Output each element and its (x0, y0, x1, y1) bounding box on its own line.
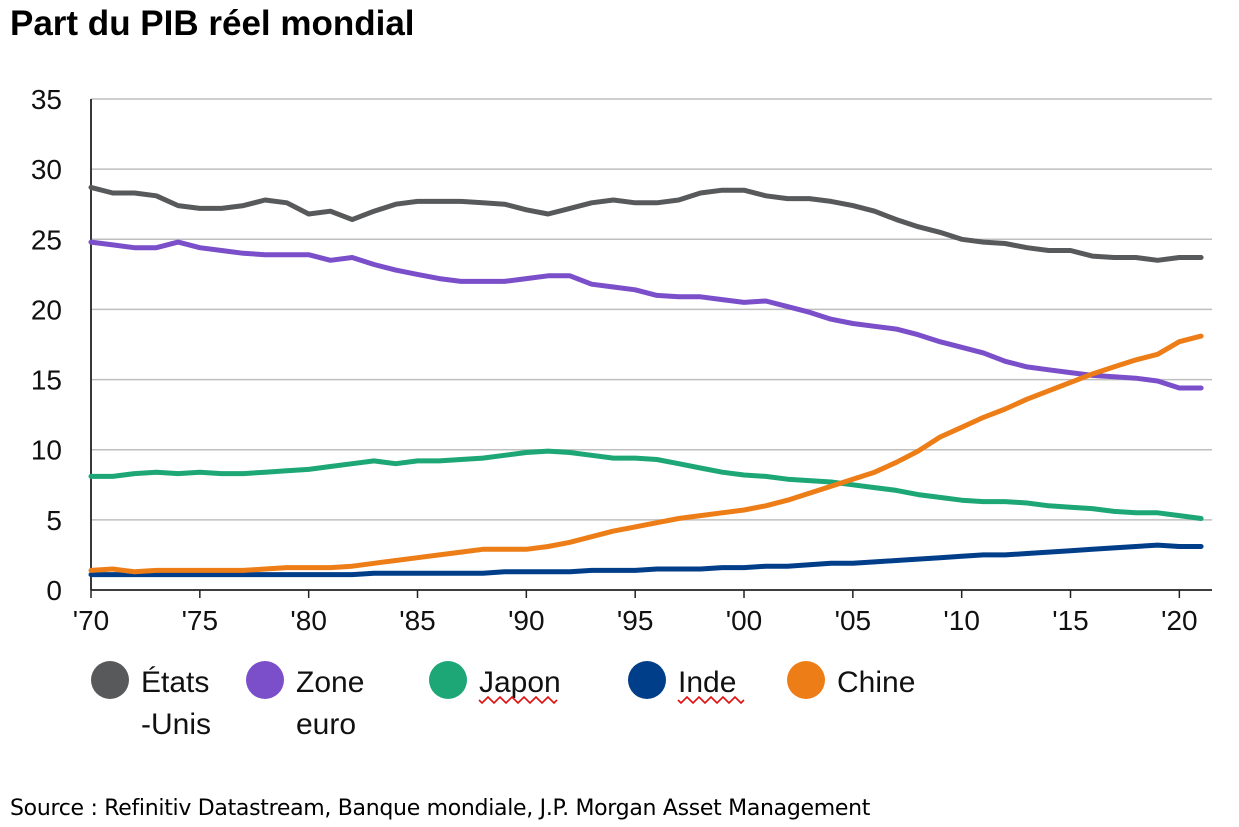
x-tick-label: '70 (73, 605, 110, 636)
legend-label: -Unis (141, 708, 211, 741)
x-tick-label: '05 (835, 605, 872, 636)
x-tick-label: '80 (290, 605, 327, 636)
y-tick-label: 0 (46, 575, 62, 606)
legend-label: Inde (678, 666, 736, 699)
x-tick-label: '00 (726, 605, 763, 636)
legend-label: Chine (837, 666, 915, 699)
x-tick-label: '20 (1161, 605, 1198, 636)
legend-marker (246, 661, 284, 699)
y-tick-label: 15 (31, 365, 62, 396)
legend-marker (429, 661, 467, 699)
chart-title: Part du PIB réel mondial (10, 4, 415, 43)
spellcheck-underline (677, 695, 745, 705)
y-tick-label: 10 (31, 435, 62, 466)
axes (90, 99, 1212, 598)
legend-marker (787, 661, 825, 699)
y-tick-label: 20 (31, 294, 62, 325)
legend-label: Japon (479, 666, 561, 699)
series-line-3 (88, 542, 1204, 578)
series-line-0 (88, 184, 1204, 263)
series-line-1 (88, 239, 1204, 391)
x-tick-label: '75 (182, 605, 219, 636)
legend: États -Unis Zone euro Japon Inde Chine (91, 661, 915, 741)
legend-label: euro (296, 708, 356, 741)
x-tick-labels: '70 '75 '80 '85 '90 '95 '00 '05 '10 '15 '20 (73, 605, 1198, 636)
x-tick-label: '95 (617, 605, 654, 636)
series-lines (88, 184, 1204, 578)
y-tick-label: 25 (31, 224, 62, 255)
y-tick-label: 30 (31, 154, 62, 185)
legend-marker (91, 661, 129, 699)
source-note: Source : Refinitiv Datastream, Banque mo… (10, 796, 871, 821)
grid-lines (91, 98, 1212, 521)
legend-label: Zone (296, 666, 364, 699)
x-tick-label: '10 (943, 605, 980, 636)
y-tick-label: 5 (46, 505, 62, 536)
legend-marker (628, 661, 666, 699)
x-tick-label: '85 (399, 605, 436, 636)
x-tick-label: '90 (508, 605, 545, 636)
legend-label: États (141, 666, 209, 699)
series-line-2 (88, 448, 1204, 521)
spellcheck-underline (478, 695, 558, 705)
series-line-4 (88, 333, 1204, 575)
x-tick-label: '15 (1052, 605, 1089, 636)
y-tick-label: 35 (31, 84, 62, 115)
y-tick-labels: 0 5 10 15 20 25 30 35 (31, 84, 62, 606)
